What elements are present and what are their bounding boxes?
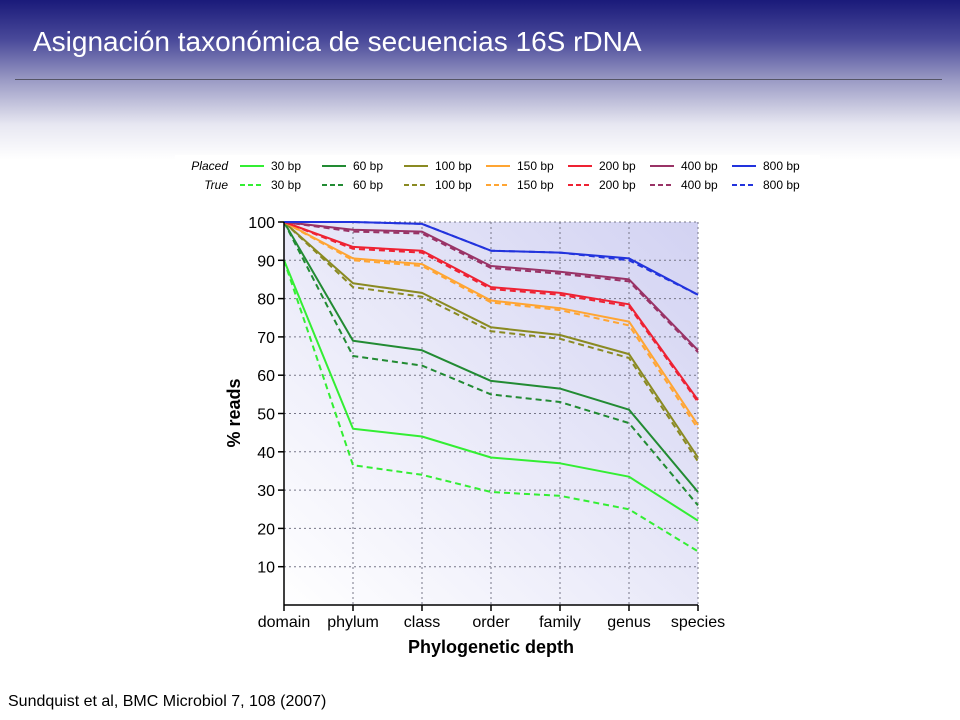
y-tick-label: 90: [257, 253, 275, 270]
y-axis-title: % reads: [224, 378, 244, 447]
legend-entry-label: 150 bp: [517, 178, 554, 192]
y-tick-label: 100: [248, 215, 275, 232]
legend-row-label: Placed: [191, 159, 228, 173]
series-line-placed-100bp: [283, 221, 699, 459]
x-tick-label: domain: [258, 614, 310, 631]
legend-entry-label: 800 bp: [763, 178, 800, 192]
legend-entry-label: 60 bp: [353, 159, 383, 173]
legend-entry-label: 800 bp: [763, 159, 800, 173]
legend-row-label: True: [204, 178, 228, 192]
x-tick-label: family: [539, 614, 581, 631]
series-line-placed-150bp: [283, 221, 699, 426]
series-line-placed-800bp: [284, 221, 699, 296]
legend: Placed True 30 bp 60 bp 100 bp 150 bp 200 bp 40…: [191, 159, 800, 192]
legend-entry-label: 60 bp: [353, 178, 383, 192]
y-tick-label: 80: [257, 292, 275, 309]
legend-entry-label: 400 bp: [681, 178, 718, 192]
series-line-placed-400bp: [283, 221, 699, 351]
legend-entry-label: 100 bp: [435, 159, 472, 173]
y-tick-label: 70: [257, 330, 275, 347]
series-line-placed-60bp: [283, 221, 699, 493]
series-line-true-200bp: [283, 221, 699, 403]
title-divider: [15, 79, 942, 80]
y-tick-label: 40: [257, 445, 275, 462]
x-tick-label: species: [671, 614, 725, 631]
legend-entry-label: 30 bp: [271, 178, 301, 192]
legend-entry-label: 200 bp: [599, 178, 636, 192]
series-line-placed-30bp: [283, 259, 699, 522]
x-tick-label: order: [472, 614, 510, 631]
y-tick-label: 50: [257, 407, 275, 424]
legend-entry-label: 150 bp: [517, 159, 554, 173]
x-tick-label: class: [404, 614, 440, 631]
x-axis-title: Phylogenetic depth: [408, 637, 574, 657]
legend-entry-label: 400 bp: [681, 159, 718, 173]
x-tick-label: phylum: [327, 614, 379, 631]
y-tick-label: 60: [257, 368, 275, 385]
series-line-true-60bp: [283, 221, 699, 507]
citation: Sundquist et al, BMC Microbiol 7, 108 (2…: [8, 693, 327, 710]
y-tick-label: 10: [257, 560, 275, 577]
x-tick-label: genus: [607, 614, 651, 631]
series-lines: [283, 221, 699, 553]
y-tick-label: 20: [257, 521, 275, 538]
legend-entry-label: 30 bp: [271, 159, 301, 173]
slide-title: Asignación taxonómica de secuencias 16S …: [33, 26, 642, 57]
series-line-true-100bp: [283, 221, 699, 462]
series-line-true-400bp: [283, 221, 699, 353]
legend-entry-label: 100 bp: [435, 178, 472, 192]
axes: 10 20 30 40 50 60 70 80 90 100 domain phylum class or…: [248, 215, 725, 631]
legend-entry-label: 200 bp: [599, 159, 636, 173]
y-tick-label: 30: [257, 483, 275, 500]
series-line-placed-200bp: [283, 221, 699, 401]
